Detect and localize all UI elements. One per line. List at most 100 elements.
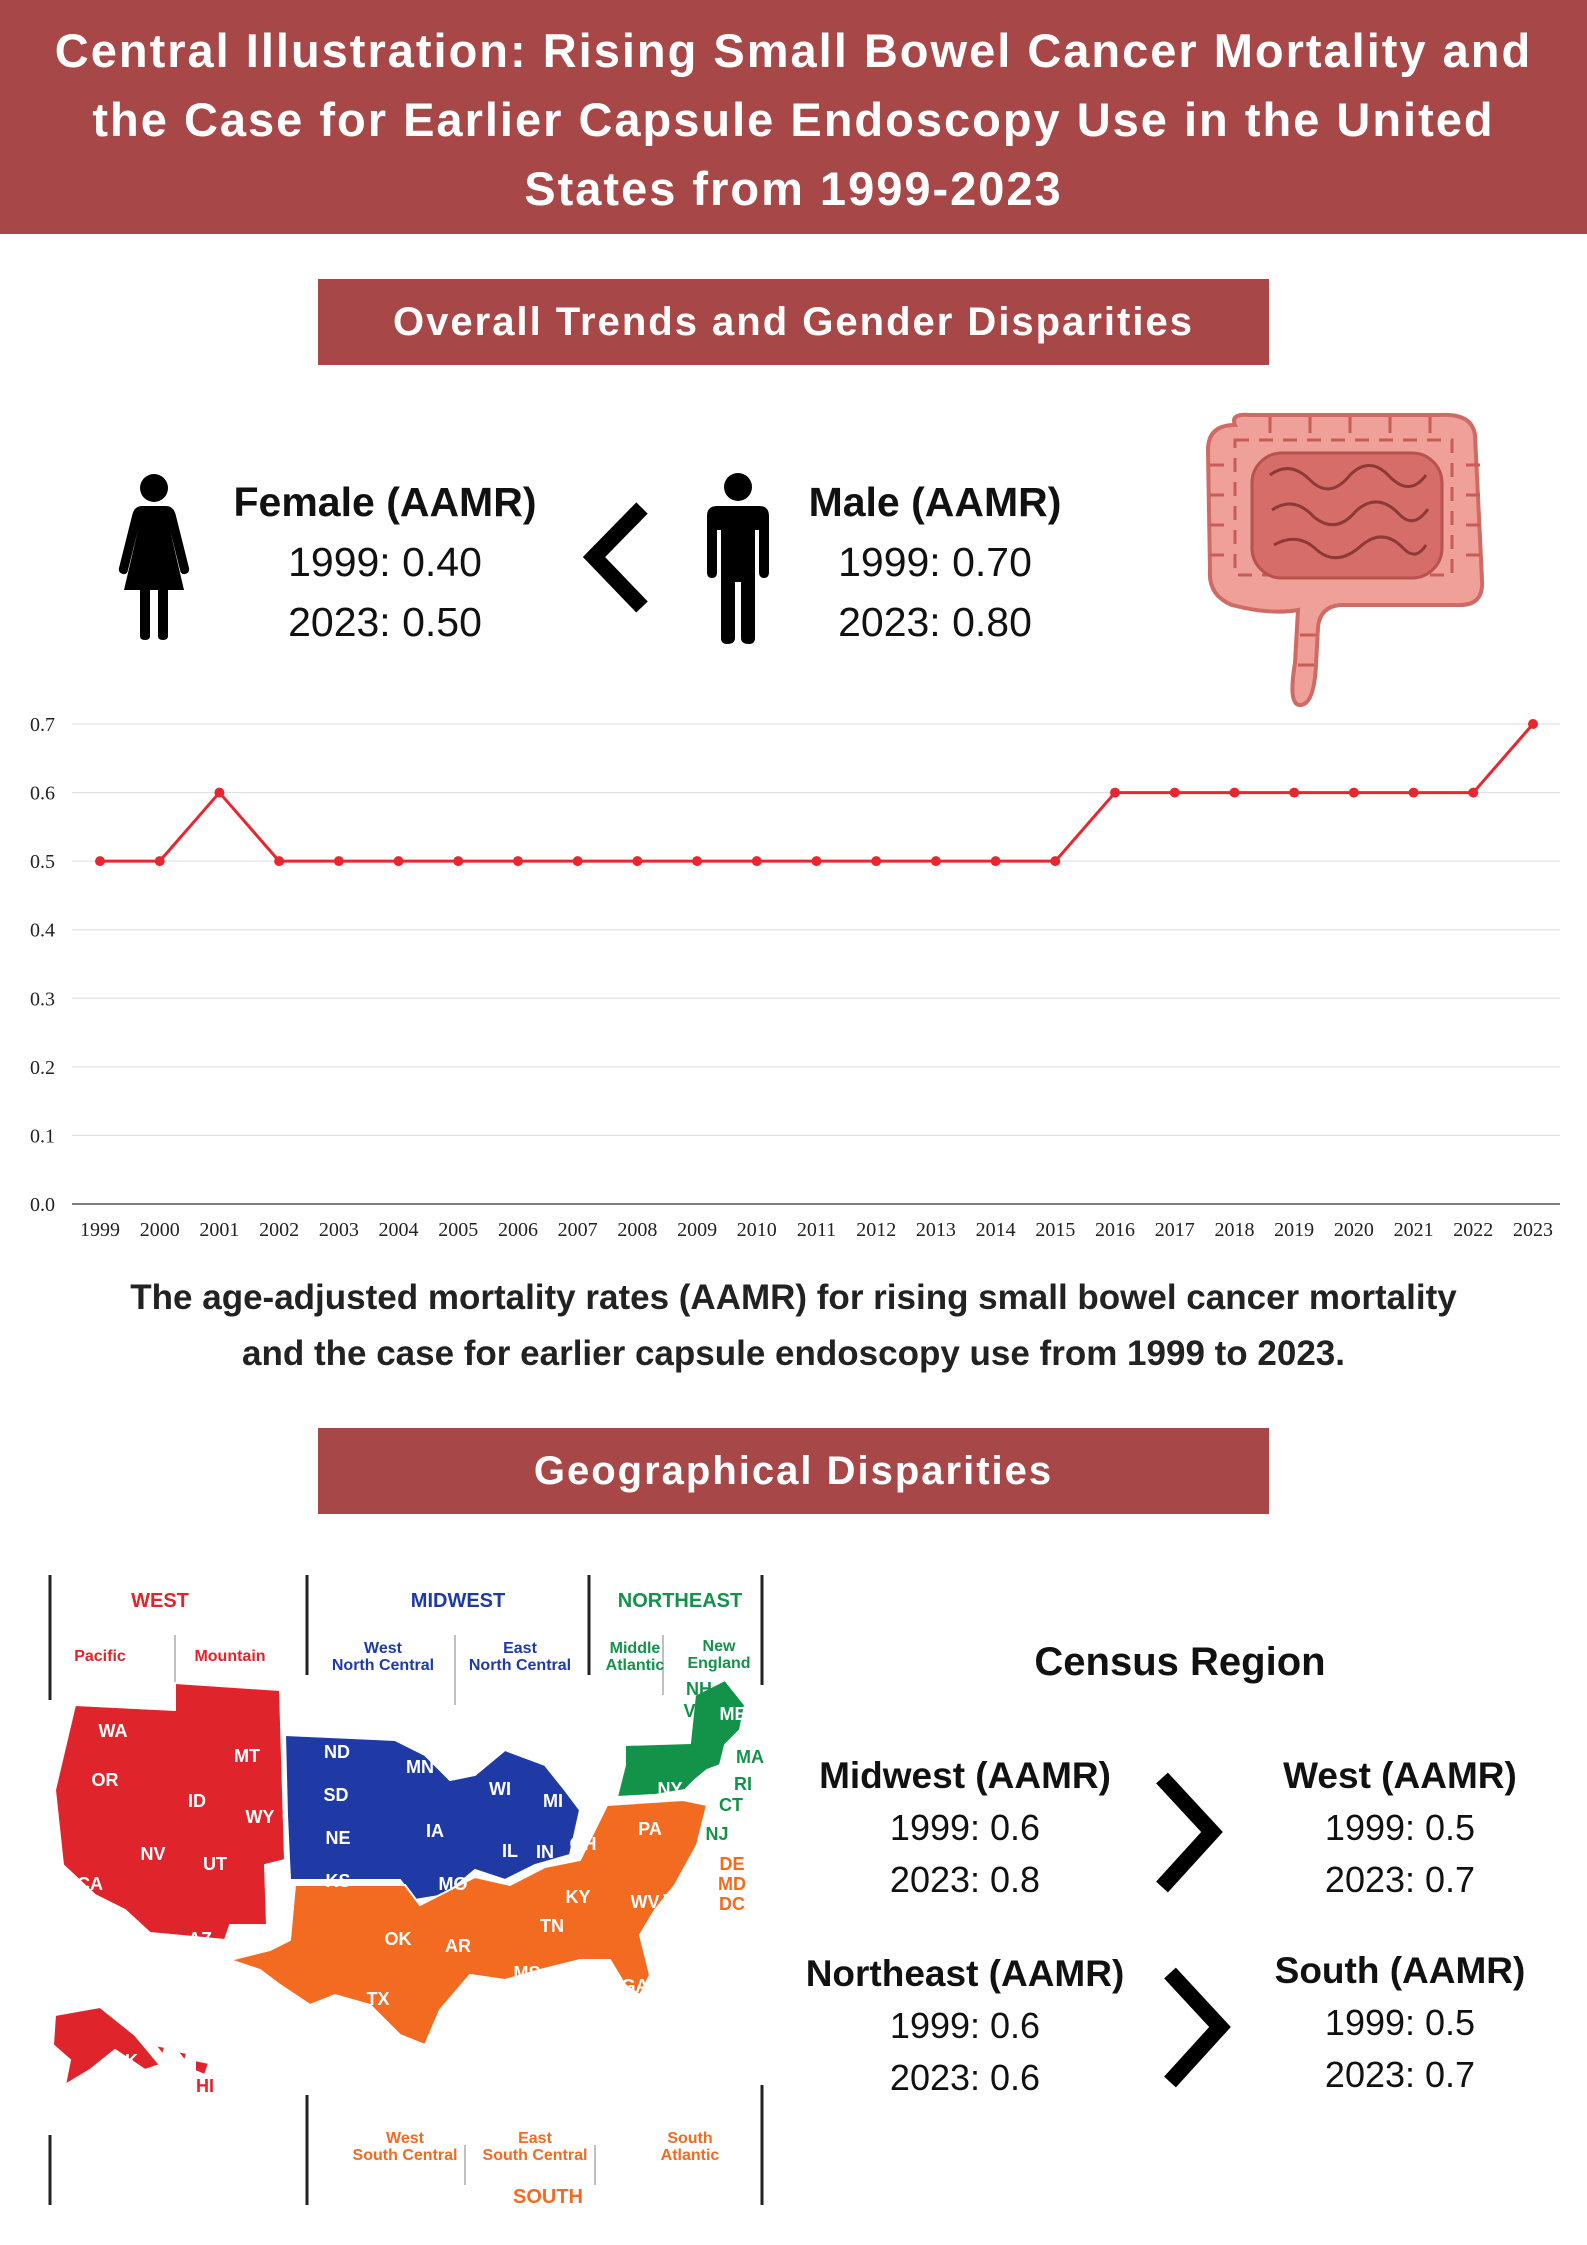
data-point bbox=[1169, 787, 1180, 798]
male-title: Male (AAMR) bbox=[808, 479, 1062, 525]
data-point bbox=[95, 856, 105, 867]
state-label-ut: UT bbox=[203, 1854, 227, 1874]
division-sa-line1: South bbox=[667, 2130, 712, 2147]
state-label-tx: TX bbox=[366, 1989, 389, 2009]
data-point bbox=[871, 856, 882, 867]
y-tick-label: 0.7 bbox=[30, 714, 55, 736]
division-ne-line2: England bbox=[687, 1655, 750, 1672]
section-header-geography: Geographical Disparities bbox=[318, 1428, 1269, 1514]
south-title: South (AAMR) bbox=[1274, 1950, 1526, 1991]
division-ma-line1: Middle bbox=[610, 1640, 661, 1657]
male-icon bbox=[707, 473, 769, 644]
region-midwest-shape bbox=[283, 1733, 582, 1902]
chart-caption: The age-adjusted mortality rates (AAMR) … bbox=[130, 1278, 1457, 1373]
state-ak-shape bbox=[51, 2005, 162, 2088]
division-labels: Pacific Mountain West North Central East… bbox=[74, 1638, 750, 2164]
midwest-stats: Midwest (AAMR) 1999: 0.6 2023: 0.8 bbox=[790, 1750, 1140, 1906]
x-tick-label: 2022 bbox=[1453, 1219, 1493, 1241]
section-header-trends: Overall Trends and Gender Disparities bbox=[318, 279, 1269, 365]
state-label-ct: CT bbox=[719, 1795, 743, 1815]
west-title: West (AAMR) bbox=[1283, 1755, 1517, 1796]
state-label-ma: MA bbox=[736, 1747, 764, 1767]
state-label-wv: WV bbox=[631, 1892, 660, 1912]
x-tick-label: 2019 bbox=[1274, 1219, 1314, 1241]
state-label-tn: TN bbox=[540, 1916, 564, 1936]
region-dividers bbox=[48, 1575, 764, 2205]
x-tick-label: 2008 bbox=[617, 1219, 657, 1241]
west-1999: 1999: 0.5 bbox=[1324, 1807, 1476, 1848]
data-point bbox=[1289, 787, 1300, 798]
x-tick-label: 2006 bbox=[498, 1219, 538, 1241]
region-south-label: SOUTH bbox=[513, 2186, 583, 2208]
male-1999: 1999: 0.70 bbox=[838, 539, 1032, 585]
state-label-ks: KS bbox=[325, 1871, 350, 1891]
state-label-il: IL bbox=[502, 1841, 518, 1861]
state-label-al: AL bbox=[550, 1962, 574, 1982]
page-title: Central Illustration: Rising Small Bowel… bbox=[54, 24, 1533, 215]
state-label-hi: HI bbox=[196, 2076, 214, 2096]
division-wsc-line1: West bbox=[386, 2130, 425, 2147]
state-hi-shape bbox=[152, 2043, 211, 2077]
state-label-nm: NM bbox=[251, 1931, 279, 1951]
state-label-ak: AK bbox=[112, 2051, 138, 2071]
female-title: Female (AAMR) bbox=[233, 479, 537, 525]
y-tick-label: 0.3 bbox=[30, 988, 55, 1010]
division-mountain: Mountain bbox=[194, 1648, 265, 1665]
state-label-ny: NY bbox=[657, 1779, 682, 1799]
x-tick-label: 2014 bbox=[976, 1219, 1016, 1241]
x-tick-label: 2017 bbox=[1155, 1219, 1195, 1241]
state-label-wy: WY bbox=[246, 1807, 275, 1827]
x-tick-label: 2004 bbox=[379, 1219, 419, 1241]
state-label-sd: SD bbox=[323, 1785, 348, 1805]
west-stats: West (AAMR) 1999: 0.5 2023: 0.7 bbox=[1240, 1750, 1560, 1906]
state-label-ne: NE bbox=[325, 1828, 350, 1848]
female-icon bbox=[118, 474, 190, 640]
state-label-ms: MS bbox=[514, 1963, 541, 1983]
northeast-2023: 2023: 0.6 bbox=[889, 2057, 1041, 2098]
state-label-nc: NC bbox=[665, 1923, 691, 1943]
data-point bbox=[1528, 719, 1538, 729]
west-2023: 2023: 0.7 bbox=[1324, 1859, 1476, 1900]
state-label-id: ID bbox=[188, 1791, 206, 1811]
state-label-pa: PA bbox=[638, 1819, 662, 1839]
y-tick-label: 0.1 bbox=[30, 1125, 55, 1147]
data-point bbox=[274, 856, 285, 867]
y-tick-label: 0.4 bbox=[30, 920, 55, 942]
data-point bbox=[632, 856, 643, 867]
data-point bbox=[214, 787, 225, 798]
state-label-vt: VT bbox=[683, 1701, 706, 1721]
region-northeast-shape bbox=[615, 1678, 747, 1799]
data-point bbox=[512, 856, 523, 867]
state-label-nh: NH bbox=[686, 1679, 712, 1699]
data-point bbox=[333, 856, 344, 867]
northeast-stats: Northeast (AAMR) 1999: 0.6 2023: 0.6 bbox=[790, 1948, 1140, 2104]
x-tick-label: 2015 bbox=[1035, 1219, 1075, 1241]
division-sa-line2: Atlantic bbox=[661, 2147, 720, 2164]
division-pacific: Pacific bbox=[74, 1648, 126, 1665]
south-2023: 2023: 0.7 bbox=[1324, 2054, 1476, 2095]
x-tick-label: 2012 bbox=[856, 1219, 896, 1241]
x-tick-label: 2011 bbox=[797, 1219, 836, 1241]
intestine-icon bbox=[1205, 412, 1485, 708]
state-label-ga: GA bbox=[622, 1976, 649, 1996]
state-label-co: CO bbox=[265, 1866, 292, 1886]
state-label-or: OR bbox=[92, 1770, 119, 1790]
greater-than-icon bbox=[1156, 1772, 1223, 1893]
state-label-wi: WI bbox=[489, 1779, 511, 1799]
state-label-wa: WA bbox=[99, 1721, 128, 1741]
division-wnc-line2: North Central bbox=[332, 1657, 434, 1674]
state-labels: WA OR CA ID NV MT WY UT CO AZ NM AK HI ND SD NE KS MN IA MO… bbox=[77, 1679, 764, 2096]
state-label-dc: DC bbox=[719, 1894, 745, 1914]
region-northeast-label: NORTHEAST bbox=[618, 1590, 742, 1612]
data-point bbox=[990, 856, 1001, 867]
x-tick-label: 2021 bbox=[1394, 1219, 1434, 1241]
state-label-me: ME bbox=[720, 1704, 747, 1724]
x-tick-label: 2013 bbox=[916, 1219, 956, 1241]
data-point bbox=[930, 856, 941, 867]
x-tick-label: 2016 bbox=[1095, 1219, 1135, 1241]
region-midwest-label: MIDWEST bbox=[411, 1590, 505, 1612]
male-stats: Male (AAMR) 1999: 0.70 2023: 0.80 bbox=[780, 472, 1090, 652]
x-tick-label: 2000 bbox=[140, 1219, 180, 1241]
state-label-mn: MN bbox=[406, 1757, 434, 1777]
region-west-label: WEST bbox=[131, 1590, 189, 1612]
